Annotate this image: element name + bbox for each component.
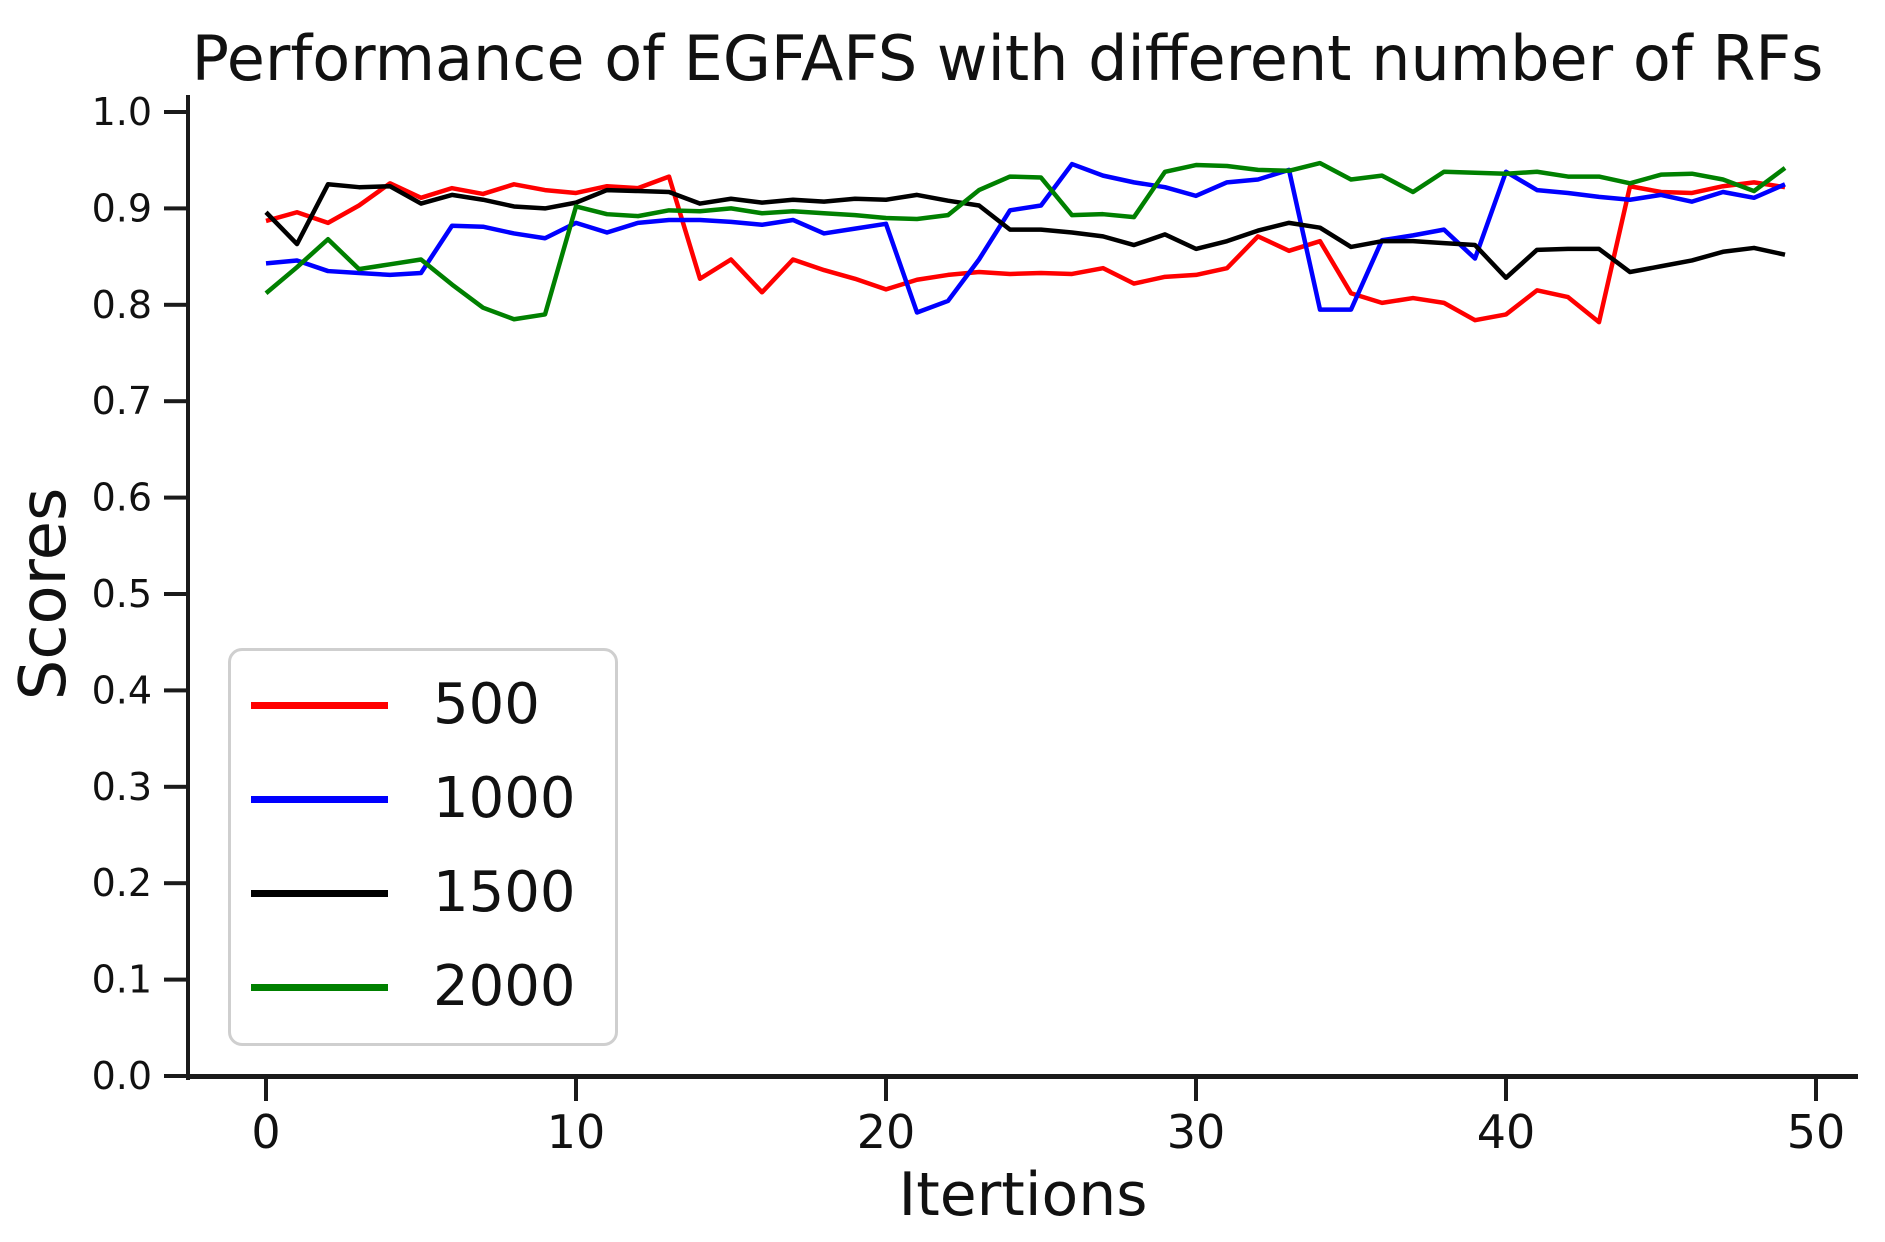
x-tick-mark — [264, 1079, 268, 1101]
x-tick-label: 10 — [547, 1105, 606, 1159]
y-tick-label: 0.5 — [92, 572, 152, 616]
x-tick-label: 40 — [1477, 1105, 1536, 1159]
series-line-2000 — [264, 160, 1787, 322]
legend-line-sample-2000 — [251, 983, 388, 991]
legend-line-sample-1500 — [251, 889, 388, 897]
y-tick-mark — [164, 881, 188, 886]
chart-title: Performance of EGFAFS with different num… — [191, 22, 1824, 95]
x-tick-mark — [574, 1079, 578, 1101]
y-tick-label: 0.9 — [92, 186, 152, 230]
legend-label-500: 500 — [433, 672, 540, 737]
y-tick-label: 1.0 — [92, 90, 152, 134]
x-axis-spine — [186, 1074, 1858, 1079]
y-tick-mark — [164, 495, 188, 500]
y-tick-label: 0.6 — [92, 476, 152, 520]
y-tick-label: 0.8 — [92, 283, 152, 327]
legend-entry-1000: 1000 — [231, 752, 615, 846]
series-line-1500 — [264, 182, 1786, 281]
x-tick-label: 50 — [1787, 1105, 1846, 1159]
series-line-1000 — [265, 161, 1786, 315]
y-axis-spine — [186, 95, 190, 1080]
y-tick-mark — [164, 110, 188, 114]
y-tick-mark — [164, 399, 188, 404]
legend-label-1000: 1000 — [433, 766, 576, 831]
y-tick-label: 0.1 — [92, 958, 152, 1002]
y-tick-label: 0.7 — [92, 379, 152, 423]
y-axis-label: Scores — [7, 487, 81, 701]
y-tick-label: 0.2 — [92, 861, 152, 905]
legend-entry-2000: 2000 — [231, 940, 615, 1034]
y-tick-mark — [164, 206, 188, 211]
x-tick-mark — [1194, 1079, 1198, 1101]
legend-line-sample-500 — [251, 701, 388, 709]
x-tick-label: 30 — [1167, 1105, 1226, 1159]
y-tick-mark — [164, 1074, 188, 1078]
x-tick-label: 0 — [251, 1105, 280, 1159]
x-axis-label: Itertions — [898, 1160, 1148, 1230]
legend-entry-1500: 1500 — [231, 846, 615, 940]
y-tick-label: 0.4 — [92, 668, 152, 712]
y-tick-label: 0.0 — [92, 1054, 152, 1098]
legend-label-2000: 2000 — [433, 954, 576, 1019]
y-tick-mark — [164, 302, 188, 307]
y-tick-label: 0.3 — [92, 765, 152, 809]
legend-entry-500: 500 — [231, 658, 615, 752]
y-tick-mark — [164, 977, 188, 982]
y-tick-mark — [164, 784, 188, 789]
legend-box: 500 1000 1500 2000 — [228, 648, 618, 1046]
x-tick-mark — [1814, 1079, 1818, 1101]
x-tick-mark — [884, 1079, 888, 1101]
y-tick-mark — [164, 688, 188, 693]
legend-line-sample-1000 — [251, 795, 388, 803]
x-tick-mark — [1504, 1079, 1508, 1101]
x-tick-label: 20 — [857, 1105, 916, 1159]
legend-label-1500: 1500 — [433, 860, 576, 925]
y-tick-mark — [164, 592, 188, 596]
series-line-500 — [265, 174, 1786, 325]
